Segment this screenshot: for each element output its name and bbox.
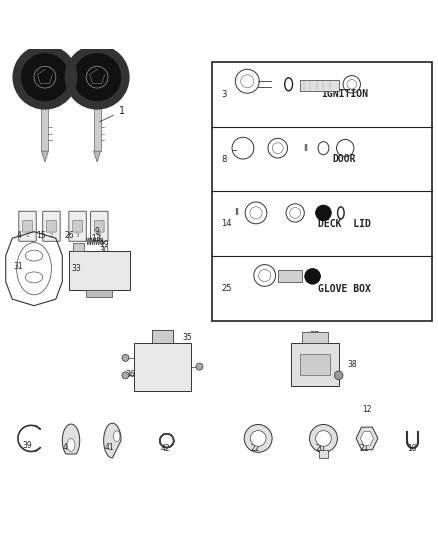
Text: GLOVE BOX: GLOVE BOX xyxy=(318,284,371,294)
Text: 14: 14 xyxy=(221,219,232,228)
Polygon shape xyxy=(62,424,80,454)
Text: 4: 4 xyxy=(16,231,21,240)
Text: II: II xyxy=(234,208,239,217)
Circle shape xyxy=(69,49,125,106)
FancyBboxPatch shape xyxy=(19,211,36,241)
Text: 38: 38 xyxy=(347,360,357,369)
Text: 33: 33 xyxy=(71,264,81,273)
Text: 3: 3 xyxy=(76,233,79,238)
Bar xyxy=(300,353,330,375)
Text: II: II xyxy=(304,144,308,152)
Circle shape xyxy=(310,424,337,453)
Text: 37: 37 xyxy=(310,332,320,340)
Bar xyxy=(134,343,191,391)
Polygon shape xyxy=(42,106,48,151)
Bar xyxy=(291,343,339,386)
Polygon shape xyxy=(94,106,101,151)
Text: 25: 25 xyxy=(221,284,232,293)
FancyBboxPatch shape xyxy=(69,211,86,241)
Text: 31: 31 xyxy=(14,262,23,271)
FancyBboxPatch shape xyxy=(23,220,32,232)
Bar xyxy=(69,251,130,290)
Text: 21: 21 xyxy=(359,445,369,454)
Bar xyxy=(302,332,328,343)
Text: 41: 41 xyxy=(105,443,115,452)
Text: 1: 1 xyxy=(100,106,125,122)
Text: 40: 40 xyxy=(62,443,72,452)
FancyBboxPatch shape xyxy=(91,211,108,241)
Polygon shape xyxy=(104,423,121,458)
Text: DECK  LID: DECK LID xyxy=(318,219,371,229)
Circle shape xyxy=(17,49,73,106)
Text: 3: 3 xyxy=(221,90,226,99)
Text: 20: 20 xyxy=(316,445,325,454)
Bar xyxy=(278,270,302,282)
Ellipse shape xyxy=(113,431,120,442)
Text: 42: 42 xyxy=(160,445,170,454)
Text: 26: 26 xyxy=(64,231,74,240)
Circle shape xyxy=(251,431,266,446)
Text: 35: 35 xyxy=(182,334,192,343)
Text: 13: 13 xyxy=(92,235,101,243)
Text: 12: 12 xyxy=(362,405,371,414)
Text: 22: 22 xyxy=(251,445,260,454)
FancyBboxPatch shape xyxy=(95,220,104,232)
Text: 9: 9 xyxy=(95,227,100,236)
Text: 1: 1 xyxy=(26,233,29,238)
Circle shape xyxy=(122,354,129,361)
Circle shape xyxy=(316,205,331,221)
Text: IGNITION: IGNITION xyxy=(321,90,367,99)
Bar xyxy=(152,329,173,343)
Bar xyxy=(86,290,113,297)
Polygon shape xyxy=(360,432,374,445)
FancyBboxPatch shape xyxy=(73,220,82,232)
FancyBboxPatch shape xyxy=(43,211,60,241)
Text: 10: 10 xyxy=(407,445,417,454)
Text: DOOR: DOOR xyxy=(332,154,356,164)
Circle shape xyxy=(305,269,321,284)
Text: 15: 15 xyxy=(36,231,46,240)
Text: 36: 36 xyxy=(125,370,135,379)
Polygon shape xyxy=(356,427,378,450)
Text: 19: 19 xyxy=(99,240,109,249)
Polygon shape xyxy=(94,151,101,162)
Text: 8: 8 xyxy=(221,155,226,164)
Text: 4: 4 xyxy=(98,233,101,238)
Circle shape xyxy=(316,431,331,446)
Circle shape xyxy=(244,424,272,453)
Circle shape xyxy=(334,371,343,379)
Polygon shape xyxy=(42,151,48,162)
Bar xyxy=(212,62,432,321)
Text: 2: 2 xyxy=(49,233,53,238)
FancyBboxPatch shape xyxy=(47,220,56,232)
Bar xyxy=(319,450,328,458)
Circle shape xyxy=(196,363,203,370)
Bar xyxy=(73,243,84,251)
Bar xyxy=(300,79,339,91)
Text: 39: 39 xyxy=(22,441,32,450)
Circle shape xyxy=(122,372,129,379)
Ellipse shape xyxy=(67,439,75,451)
Text: 30: 30 xyxy=(99,246,109,255)
